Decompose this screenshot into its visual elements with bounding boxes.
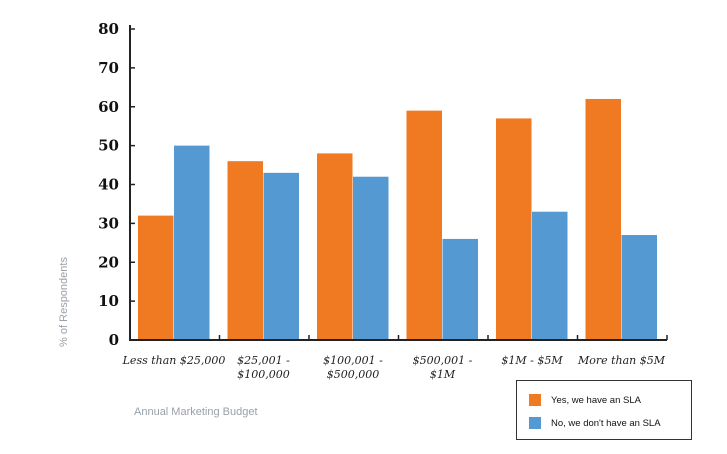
x-tick-label: $25,001 -$100,000: [237, 354, 290, 381]
legend-swatch-yes: [529, 394, 541, 406]
legend: Yes, we have an SLA No, we don't have an…: [516, 380, 692, 440]
y-tick-label: 80: [98, 20, 119, 38]
bar-no: [263, 172, 299, 340]
y-tick-label: 30: [98, 214, 119, 232]
bar-no: [532, 211, 568, 340]
y-axis-ticks: 0 10 20 30 40 50 60 70 80: [98, 20, 119, 349]
y-axis-title: % of Respondents: [58, 257, 70, 347]
x-tick-label: More than $5M: [577, 354, 666, 367]
y-tick-label: 40: [98, 176, 119, 194]
bar-no: [621, 235, 657, 340]
axes: [129, 25, 668, 341]
bar-yes: [227, 161, 263, 340]
bar-no: [174, 145, 210, 340]
bars: [138, 98, 657, 340]
x-tick-label: $100,001 -$500,000: [323, 354, 383, 381]
y-tick-label: 50: [98, 137, 119, 155]
bar-yes: [317, 153, 353, 340]
x-axis-ticks: Less than $25,000 $25,001 -$100,000 $100,0…: [122, 354, 666, 381]
legend-swatch-no: [529, 417, 541, 429]
legend-label-yes: Yes, we have an SLA: [551, 394, 641, 406]
bar-no: [353, 176, 389, 340]
bar-yes: [138, 215, 174, 340]
bar-yes: [496, 118, 532, 340]
x-tick-label: $500,001 -$1M: [413, 354, 473, 381]
y-tick-label: 0: [109, 331, 119, 349]
x-tick-label: $1M - $5M: [501, 354, 563, 367]
legend-item-yes: Yes, we have an SLA: [529, 393, 641, 407]
y-tick-label: 70: [98, 59, 119, 77]
y-tick-label: 60: [98, 98, 119, 116]
legend-item-no: No, we don't have an SLA: [529, 416, 661, 430]
bar-yes: [585, 98, 621, 340]
x-tick-label: Less than $25,000: [122, 354, 226, 367]
x-axis-title: Annual Marketing Budget: [134, 406, 258, 418]
bar-yes: [406, 110, 442, 340]
bar-no: [442, 238, 478, 340]
y-tick-label: 20: [98, 253, 119, 271]
y-tick-label: 10: [98, 292, 119, 310]
legend-label-no: No, we don't have an SLA: [551, 417, 661, 429]
